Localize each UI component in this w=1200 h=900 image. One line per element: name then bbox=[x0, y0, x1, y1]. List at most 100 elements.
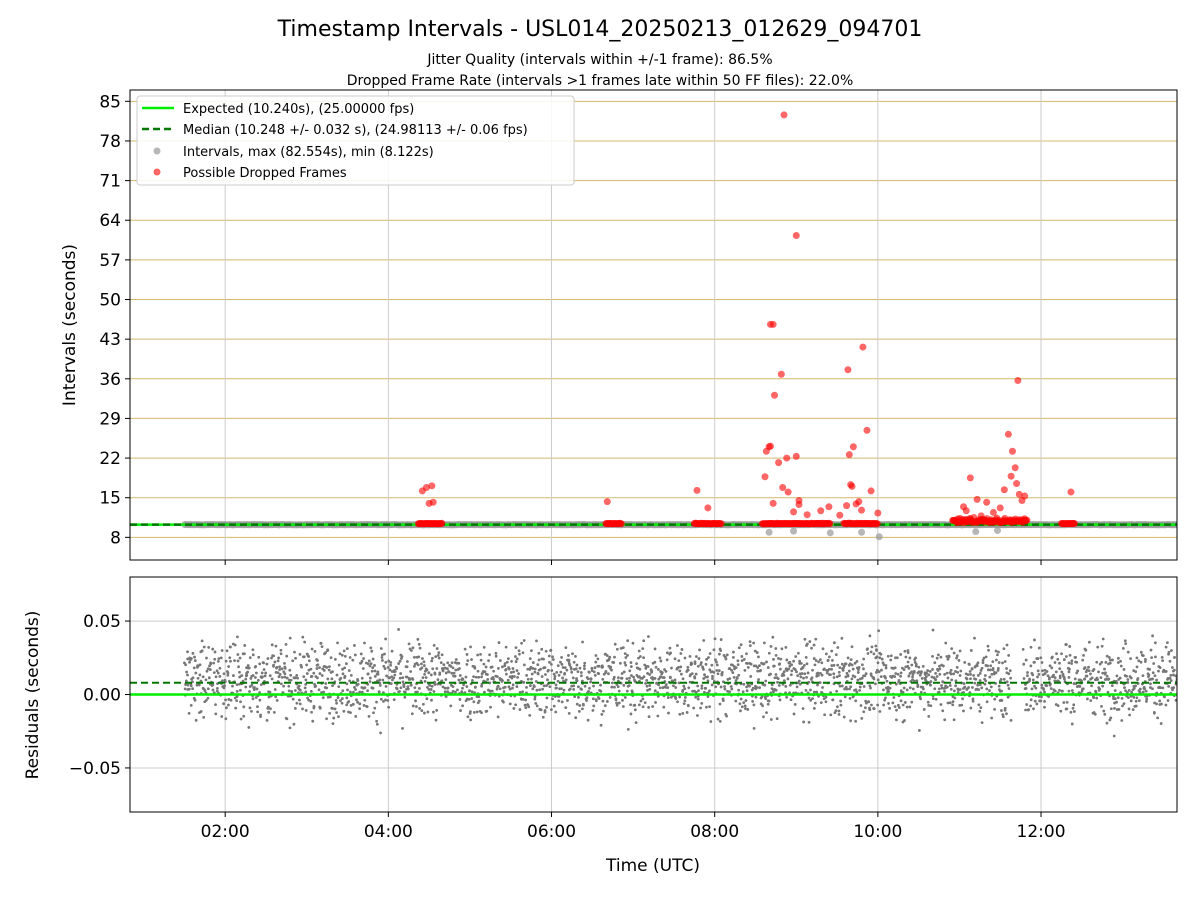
residual-point bbox=[951, 695, 955, 698]
residual-point bbox=[673, 657, 677, 661]
residual-point bbox=[848, 687, 851, 691]
dropped-frame-point bbox=[873, 520, 881, 528]
residual-point bbox=[472, 711, 476, 714]
residual-point bbox=[1164, 670, 1168, 673]
residual-point bbox=[560, 655, 563, 659]
residual-point bbox=[1124, 689, 1127, 693]
residual-point bbox=[882, 663, 886, 667]
residual-point bbox=[832, 641, 836, 645]
residual-point bbox=[274, 644, 278, 648]
residual-point bbox=[702, 667, 705, 671]
residual-point bbox=[526, 677, 530, 681]
residual-point bbox=[369, 662, 373, 666]
residual-point bbox=[653, 689, 657, 693]
y-tick-label: 85 bbox=[99, 92, 121, 112]
residual-point bbox=[285, 717, 289, 721]
residual-point bbox=[950, 678, 954, 682]
residual-point bbox=[400, 655, 404, 658]
residual-point bbox=[692, 706, 696, 710]
residual-point bbox=[314, 684, 318, 688]
residual-point bbox=[804, 656, 808, 659]
residual-point bbox=[514, 703, 518, 707]
residual-point bbox=[647, 705, 651, 709]
residual-point bbox=[573, 695, 577, 699]
residual-point bbox=[1071, 706, 1075, 710]
residual-point bbox=[335, 711, 338, 715]
residual-point bbox=[723, 685, 726, 688]
residual-point bbox=[218, 675, 222, 678]
residual-point bbox=[337, 715, 340, 719]
residual-point bbox=[1055, 652, 1058, 656]
residual-point bbox=[514, 660, 518, 663]
residual-point bbox=[465, 653, 469, 656]
residual-point bbox=[544, 649, 548, 653]
residual-point bbox=[935, 656, 939, 660]
residual-point bbox=[325, 666, 329, 669]
residual-point bbox=[522, 680, 526, 684]
residual-point bbox=[373, 675, 377, 678]
residual-point bbox=[302, 655, 306, 659]
residual-point bbox=[503, 662, 507, 665]
residual-point bbox=[796, 674, 800, 678]
residual-point bbox=[807, 696, 811, 700]
residual-point bbox=[605, 654, 609, 657]
residual-point bbox=[488, 689, 492, 693]
residual-point bbox=[961, 697, 964, 701]
residual-point bbox=[472, 700, 476, 704]
residual-point bbox=[952, 651, 956, 655]
residual-point bbox=[702, 639, 706, 642]
residual-point bbox=[707, 656, 710, 659]
legend-intervals-swatch bbox=[153, 147, 161, 155]
residual-point bbox=[579, 671, 583, 674]
residual-point bbox=[358, 690, 362, 694]
residual-point bbox=[451, 666, 455, 670]
residual-point bbox=[574, 716, 578, 720]
residual-point bbox=[666, 686, 670, 689]
residual-point bbox=[567, 712, 571, 715]
residual-point bbox=[989, 685, 993, 689]
residual-point bbox=[1065, 655, 1068, 658]
residual-point bbox=[186, 673, 189, 677]
residual-point bbox=[629, 712, 633, 716]
residual-point bbox=[251, 674, 255, 677]
residual-point bbox=[439, 661, 443, 665]
residual-point bbox=[417, 655, 421, 659]
residual-point bbox=[601, 677, 605, 681]
residual-point bbox=[246, 664, 250, 667]
residual-point bbox=[475, 710, 479, 714]
residual-point bbox=[893, 705, 897, 709]
dropped-frame-point bbox=[792, 232, 800, 240]
residual-point bbox=[712, 670, 716, 674]
residual-point bbox=[915, 679, 919, 683]
residual-point bbox=[607, 672, 610, 676]
residual-point bbox=[243, 644, 247, 647]
residual-point bbox=[559, 670, 563, 674]
residual-point bbox=[617, 701, 621, 705]
residual-point bbox=[731, 650, 735, 654]
residual-point bbox=[346, 688, 349, 692]
residual-point bbox=[848, 696, 852, 700]
residual-point bbox=[420, 709, 424, 713]
x-tick-label: 08:00 bbox=[690, 822, 739, 842]
residual-point bbox=[508, 702, 512, 706]
residual-point bbox=[802, 676, 805, 680]
residual-point bbox=[189, 684, 193, 688]
residual-point bbox=[693, 662, 697, 666]
residual-point bbox=[239, 700, 242, 704]
residual-point bbox=[362, 704, 366, 707]
residual-point bbox=[282, 684, 285, 688]
residual-point bbox=[254, 671, 258, 675]
residual-point bbox=[258, 691, 261, 694]
residual-point bbox=[554, 683, 558, 687]
residual-point bbox=[391, 678, 394, 682]
residual-point bbox=[1149, 648, 1153, 652]
residual-point bbox=[986, 668, 990, 672]
dropped-frame-point bbox=[825, 503, 833, 511]
residual-point bbox=[368, 664, 372, 668]
residual-point bbox=[431, 656, 434, 660]
residual-point bbox=[805, 662, 809, 666]
residual-point bbox=[492, 677, 495, 681]
residual-point bbox=[579, 674, 583, 678]
residual-point bbox=[1167, 684, 1171, 688]
